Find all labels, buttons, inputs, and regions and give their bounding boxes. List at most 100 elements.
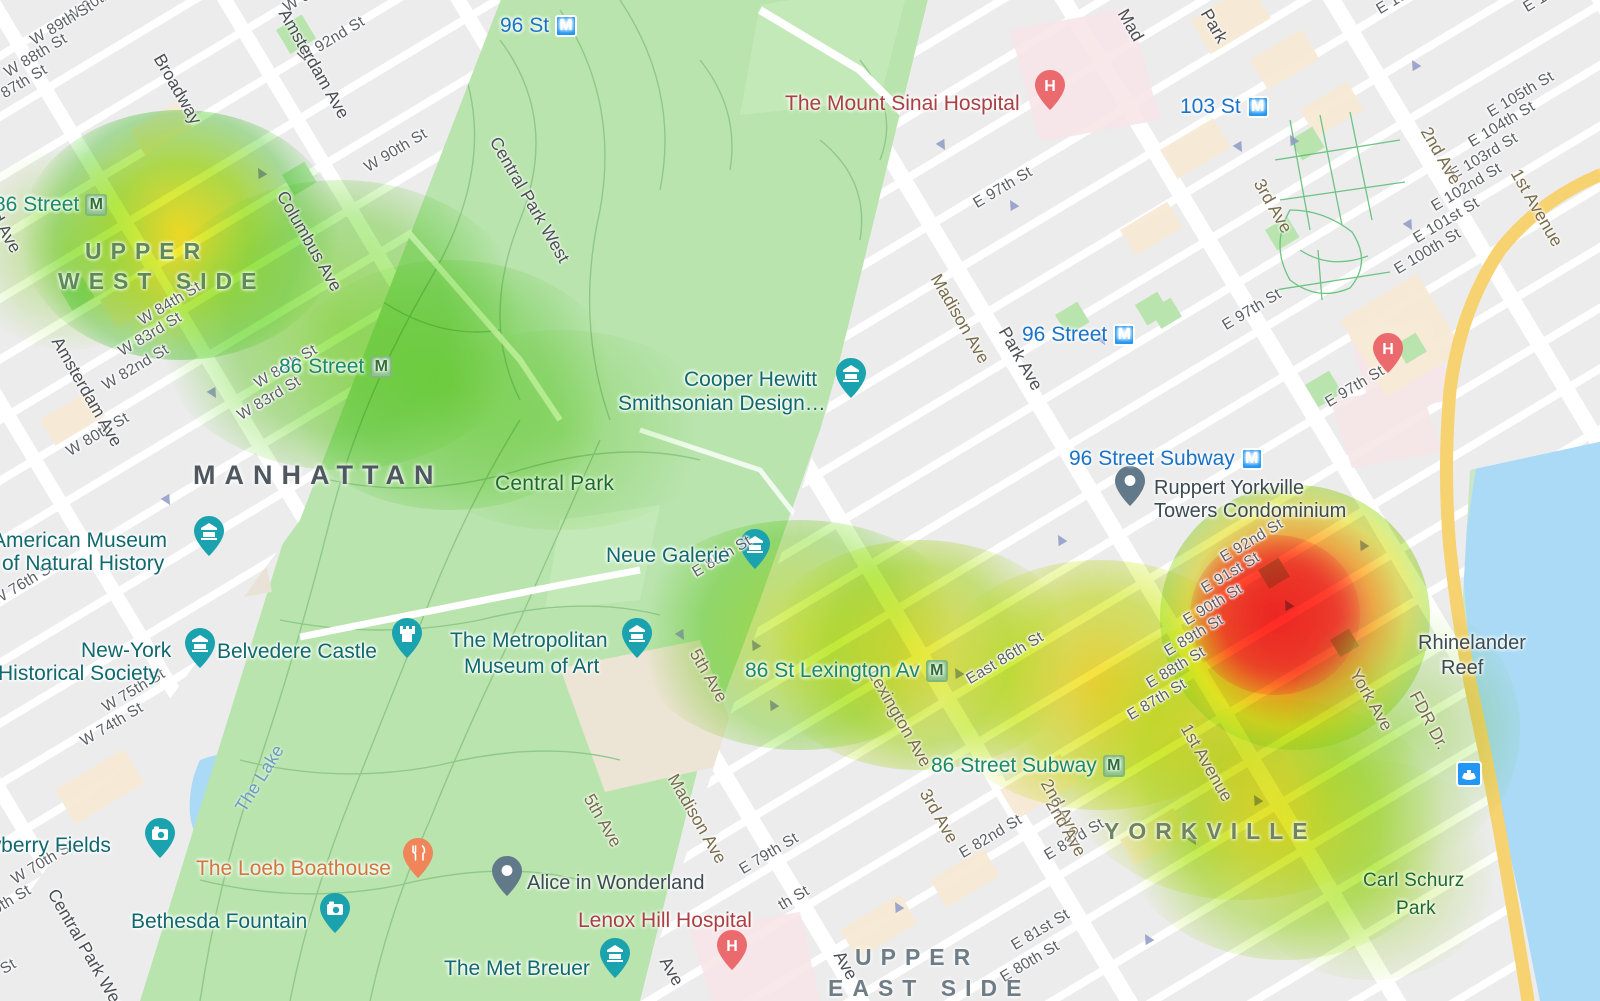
street-label: E 101st St (1410, 194, 1483, 247)
street-label: E 85th St (689, 532, 755, 581)
street-label: E 81st St (1008, 905, 1073, 954)
avenue-label: Madison Ave (663, 770, 732, 867)
poi-label[interactable]: Bethesda Fountain (131, 910, 308, 933)
avenue-label: 5th Ave (579, 790, 627, 851)
avenue-label: 2nd Ave (1041, 795, 1091, 860)
subway-m-icon: M (1246, 96, 1269, 118)
park-label: Central Park (495, 472, 615, 495)
street-label: E 80th St (997, 937, 1063, 986)
poi-label[interactable]: Lenox Hill Hospital (578, 909, 752, 932)
park-label: Carl Schurz (1363, 870, 1465, 891)
poi-label[interactable]: Smithsonian Design… (618, 392, 826, 415)
museum-pin[interactable] (740, 529, 770, 569)
photo-pin[interactable] (320, 893, 350, 933)
poi-label[interactable]: Historical Society (0, 662, 160, 685)
street-label: W 93rd St (280, 0, 350, 17)
subway-m-icon: M (1102, 755, 1125, 777)
svg-text:H: H (726, 938, 738, 955)
avenue-label: Ave (829, 947, 863, 984)
poi-label[interactable]: The Metropolitan (450, 629, 608, 652)
street-label: W 87th St (0, 61, 51, 112)
poi-label[interactable]: Alice in Wonderland (527, 872, 705, 894)
avenue-label: Central Park West (485, 133, 574, 266)
subway-m-icon: M (370, 356, 393, 378)
street-label: E 97th St (1322, 362, 1388, 411)
avenue-label: 5th Ave (685, 645, 733, 706)
street-label: E 82nd St (956, 811, 1026, 862)
place-pin[interactable] (1115, 466, 1145, 506)
street-label: E 89th St (1161, 611, 1227, 660)
avenue-label: Park (1196, 5, 1233, 47)
subway-station-name: 86 Street (0, 193, 80, 216)
castle-pin[interactable] (392, 618, 422, 658)
poi-label[interactable]: American Museum (0, 529, 168, 552)
poi-label[interactable]: Neue Galerie (606, 544, 730, 567)
poi-label[interactable]: Ruppert Yorkville (1154, 477, 1305, 499)
street-label: E 97th St (970, 163, 1036, 212)
poi-label[interactable]: The Mount Sinai Hospital (785, 92, 1020, 115)
avenue-label: Lexington Ave (863, 665, 936, 771)
hospital-pin[interactable]: H (717, 930, 747, 970)
district-label: EAST SIDE (828, 975, 1031, 1001)
museum-pin[interactable] (194, 516, 224, 556)
street-label: E 100th St (1391, 224, 1464, 278)
photo-pin[interactable] (145, 818, 175, 858)
museum-pin[interactable] (185, 628, 215, 668)
subway-station-label[interactable]: 86 Street M (0, 193, 108, 217)
avenue-label: nd Ave (0, 200, 26, 257)
poi-label[interactable]: wberry Fields (0, 834, 111, 857)
poi-label[interactable]: The Met Breuer (444, 957, 590, 980)
museum-pin[interactable] (622, 618, 652, 658)
street-label: W 80th St (63, 409, 133, 460)
poi-label[interactable]: The Loeb Boathouse (196, 857, 391, 880)
avenue-label: Broadway (149, 50, 207, 128)
district-label: UPPER (855, 944, 980, 970)
place-pin[interactable] (492, 856, 522, 896)
poi-label[interactable]: Rhinelander (1418, 632, 1526, 654)
subway-station-name: 103 St (1180, 95, 1241, 118)
poi-label[interactable]: Cooper Hewitt (684, 368, 818, 391)
subway-m-icon: M (555, 15, 578, 37)
hospital-pin[interactable]: H (1035, 70, 1065, 110)
street-label: E 92nd St (1217, 515, 1287, 566)
subway-station-label[interactable]: 96 Street Subway M (1069, 447, 1263, 471)
street-label: St (0, 955, 20, 978)
svg-text:H: H (1044, 78, 1056, 95)
svg-text:H: H (1382, 341, 1394, 358)
subway-station-label[interactable]: 103 St M (1180, 95, 1269, 119)
subway-station-label[interactable]: 96 Street M (1022, 323, 1136, 347)
hospital-pin[interactable]: H (1373, 333, 1403, 373)
poi-label[interactable]: Museum of Art (464, 655, 600, 678)
avenue-label: Columbus Ave (272, 187, 347, 295)
avenue-label: 3rd Ave (1249, 175, 1297, 237)
street-label: E 97th St (1219, 285, 1285, 334)
street-label: W 74th St (77, 699, 147, 750)
ferry-icon[interactable] (1456, 761, 1482, 787)
street-label: E 79th St (736, 829, 802, 878)
subway-station-name: 96 St (500, 14, 550, 37)
poi-label[interactable]: of Natural History (2, 552, 165, 575)
avenue-label: 2nd Ave (1416, 123, 1466, 188)
avenue-label: 1st Avenue (1176, 720, 1238, 805)
subway-station-label[interactable]: 96 St M (500, 14, 578, 38)
street-label: W 84th St (135, 278, 205, 329)
subway-station-label[interactable]: 86 St Lexington Av M (745, 659, 948, 683)
district-label: YORKVILLE (1104, 818, 1317, 844)
poi-label[interactable]: New-York (81, 639, 172, 662)
museum-pin[interactable] (836, 358, 866, 398)
subway-station-label[interactable]: 86 Street Subway M (931, 754, 1125, 778)
avenue-label: FDR Dr. (1405, 687, 1453, 753)
water-label: The Lake (231, 741, 288, 816)
street-label: W 75th St (99, 665, 169, 716)
poi-label[interactable]: Towers Condominium (1154, 500, 1347, 522)
subway-m-icon: M (925, 660, 948, 682)
district-label: UPPER (85, 238, 210, 264)
museum-pin[interactable] (600, 938, 630, 978)
poi-label[interactable]: Belvedere Castle (217, 640, 377, 663)
subway-station-label[interactable]: 86 Street M (279, 355, 393, 379)
restaurant-pin[interactable] (403, 838, 433, 878)
poi-label[interactable]: Reef (1441, 657, 1484, 679)
